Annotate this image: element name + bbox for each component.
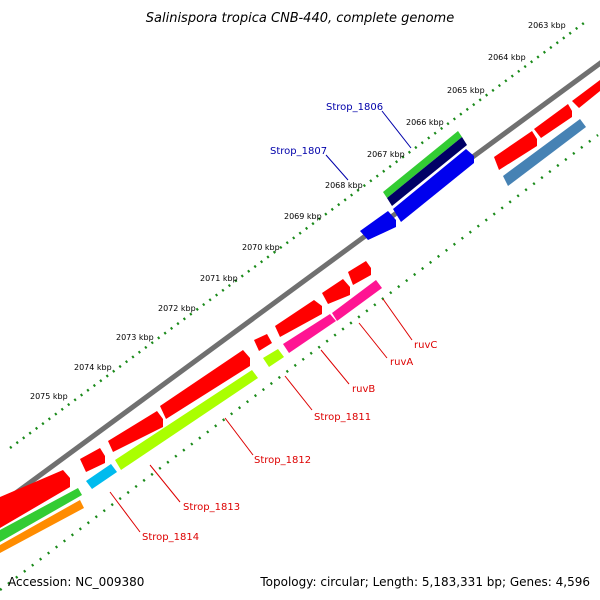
gene-arrow	[0, 488, 82, 542]
gene-arrow	[160, 350, 250, 419]
tick-labels: 2063 kbp 2064 kbp 2065 kbp 2066 kbp 2067…	[30, 21, 566, 401]
tick-label: 2073 kbp	[116, 333, 154, 342]
gene-arrow	[503, 119, 586, 186]
gene-arrow	[283, 314, 336, 353]
outer-tick-track	[9, 18, 589, 450]
label-leader	[149, 464, 181, 503]
gene-arrow	[348, 261, 371, 285]
gene-label-strop-1806: Strop_1806	[326, 102, 383, 113]
label-leader	[325, 154, 349, 181]
label-leader	[320, 349, 350, 385]
upper-right-genes	[494, 80, 600, 186]
label-leader	[224, 417, 254, 456]
gene-arrow	[0, 470, 70, 528]
gene-label-ruvc: ruvC	[414, 340, 437, 351]
gene-label-strop-1814: Strop_1814	[142, 532, 199, 543]
forward-strand-genes	[360, 131, 474, 240]
gene-arrow	[275, 300, 322, 337]
gene-arrow	[494, 131, 537, 170]
gene-arrow	[393, 149, 474, 222]
label-leader	[109, 491, 141, 533]
tick-label: 2071 kbp	[200, 274, 238, 283]
tick-label: 2069 kbp	[284, 212, 322, 221]
gene-arrow	[108, 411, 163, 452]
label-leader	[284, 375, 313, 411]
tick-label: 2065 kbp	[447, 86, 485, 95]
gene-label-strop-1812: Strop_1812	[254, 455, 311, 466]
tick-label: 2066 kbp	[406, 118, 444, 127]
gene-label-strop-1807: Strop_1807	[270, 146, 327, 157]
gene-arrow	[383, 131, 462, 198]
reverse-strand-genes	[0, 261, 382, 553]
tick-label: 2074 kbp	[74, 363, 112, 372]
tick-label: 2067 kbp	[367, 150, 405, 159]
gene-label-ruva: ruvA	[390, 357, 413, 368]
gene-arrow	[80, 448, 105, 472]
gene-arrow	[254, 334, 272, 351]
forward-gene-labels: Strop_1806 Strop_1807	[270, 102, 412, 181]
tick-label: 2068 kbp	[325, 181, 363, 190]
gene-arrow	[572, 80, 600, 108]
gene-arrow	[332, 280, 382, 321]
gene-arrow	[115, 370, 258, 470]
label-leader	[358, 322, 388, 359]
tick-label: 2064 kbp	[488, 53, 526, 62]
tick-label: 2070 kbp	[242, 243, 280, 252]
gene-arrow	[86, 464, 117, 489]
map-title: Salinispora tropica CNB-440, complete ge…	[146, 11, 454, 26]
gene-label-strop-1813: Strop_1813	[183, 502, 240, 513]
gene-arrow	[0, 500, 84, 553]
gene-label-strop-1811: Strop_1811	[314, 412, 371, 423]
gene-label-ruvb: ruvB	[352, 384, 375, 395]
label-leader	[382, 298, 413, 341]
label-leader	[381, 110, 412, 149]
gene-arrow	[360, 211, 396, 240]
gene-arrow	[534, 104, 572, 138]
tick-label: 2072 kbp	[158, 304, 196, 313]
gene-arrow	[263, 349, 284, 367]
tick-label: 2063 kbp	[528, 21, 566, 30]
accession-text: Accession: NC_009380	[8, 575, 144, 589]
reverse-gene-labels: ruvC ruvA ruvB Strop_1811 Strop_1812 Str…	[109, 298, 437, 543]
gene-arrow	[387, 137, 467, 206]
genome-backbone	[0, 60, 600, 508]
gene-arrow	[322, 279, 350, 304]
tick-label: 2075 kbp	[30, 392, 68, 401]
genome-summary-text: Topology: circular; Length: 5,183,331 bp…	[259, 575, 590, 589]
